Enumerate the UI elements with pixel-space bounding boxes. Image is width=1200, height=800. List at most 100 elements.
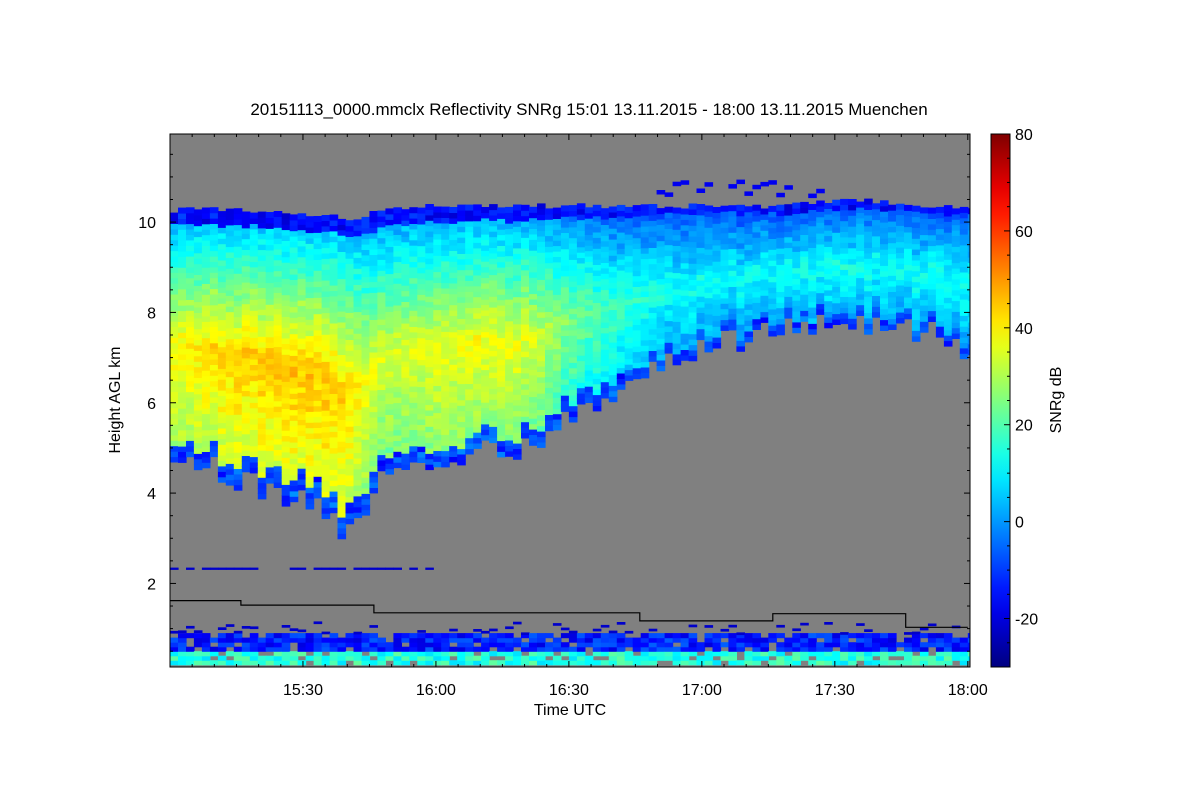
heatmap-cell: [600, 273, 610, 280]
heatmap-cell: [353, 631, 363, 635]
heatmap-cell: [584, 299, 594, 306]
heatmap-cell: [808, 258, 817, 265]
heatmap-cell: [935, 293, 945, 300]
heatmap-cell: [401, 415, 410, 422]
heatmap-cell: [345, 518, 355, 525]
heatmap-cell: [513, 378, 522, 384]
heatmap-cell: [664, 304, 674, 311]
heatmap-cell: [896, 209, 905, 216]
heatmap-cell: [552, 332, 562, 339]
heatmap-cell: [792, 202, 801, 209]
heatmap-cell: [592, 231, 602, 238]
heatmap-cell: [377, 422, 386, 428]
heatmap-cell: [576, 376, 586, 383]
heatmap-cell: [377, 389, 386, 396]
heatmap-cell: [616, 270, 626, 276]
heatmap-cell: [537, 257, 546, 264]
heatmap-cell: [919, 294, 929, 301]
heatmap-cell: [584, 245, 594, 252]
heatmap-cell: [537, 441, 546, 448]
heatmap-cell: [457, 388, 466, 395]
heatmap-cell: [449, 234, 458, 241]
heatmap-cell: [584, 375, 594, 382]
heatmap-cell: [497, 261, 506, 268]
heatmap-cell: [529, 407, 538, 414]
heatmap-cell: [664, 255, 674, 262]
heatmap-cell: [513, 660, 522, 666]
heatmap-cell: [832, 216, 841, 222]
heatmap-cell: [417, 386, 426, 393]
heatmap-cell: [584, 315, 594, 322]
heatmap-cell: [449, 660, 458, 666]
heatmap-cell: [345, 355, 355, 362]
heatmap-cell: [720, 243, 730, 250]
heatmap-cell: [313, 335, 323, 342]
heatmap-cell: [473, 236, 482, 243]
heatmap-cell: [927, 218, 937, 225]
heatmap-cell: [417, 637, 426, 643]
heatmap-cell: [927, 288, 937, 295]
heatmap-cell: [552, 272, 562, 279]
heatmap-cell: [417, 207, 426, 214]
heatmap-cell: [241, 385, 251, 391]
heatmap-cell: [560, 324, 570, 331]
heatmap-cell: [864, 307, 873, 313]
heatmap-cell: [545, 365, 554, 372]
heatmap-cell: [353, 371, 363, 378]
heatmap-cell: [545, 419, 554, 426]
heatmap-cell: [281, 370, 291, 377]
heatmap-cell: [489, 660, 498, 666]
heatmap-cell: [441, 212, 450, 218]
heatmap-cell: [592, 302, 602, 309]
heatmap-cell: [489, 225, 498, 232]
heatmap-cell: [840, 253, 849, 260]
heatmap-cell: [353, 457, 363, 464]
heatmap-cell: [608, 255, 618, 262]
heatmap-cell: [640, 323, 650, 330]
heatmap-cell: [433, 385, 442, 392]
heatmap-cell: [888, 318, 897, 325]
heatmap-cell: [481, 434, 490, 441]
heatmap-cell: [353, 430, 363, 437]
heatmap-cell: [545, 268, 554, 274]
heatmap-cell: [768, 249, 777, 256]
heatmap-cell: [385, 354, 394, 361]
heatmap-cell: [313, 286, 323, 293]
heatmap-cell: [824, 278, 833, 285]
heatmap-cell: [337, 218, 347, 225]
heatmap-cell: [608, 630, 618, 634]
heatmap-cell: [935, 244, 945, 251]
heatmap-cell: [353, 409, 363, 416]
heatmap-cell: [417, 413, 426, 420]
heatmap-cell: [840, 307, 849, 314]
heatmap-cell: [321, 372, 331, 379]
heatmap-cell: [241, 637, 251, 643]
heatmap-cell: [401, 361, 410, 367]
heatmap-cell: [297, 218, 307, 225]
heatmap-cell: [361, 265, 371, 272]
heatmap-cell: [178, 359, 187, 366]
heatmap-cell: [353, 311, 363, 318]
heatmap-cell: [289, 393, 299, 400]
heatmap-cell: [808, 642, 817, 648]
heatmap-cell: [481, 391, 490, 398]
heatmap-cell: [257, 320, 267, 326]
heatmap-cell: [178, 267, 187, 274]
heatmap-cell: [393, 375, 402, 382]
heatmap-cell: [616, 367, 626, 374]
heatmap-cell: [696, 285, 706, 292]
heatmap-cell: [345, 371, 355, 378]
heatmap-cell: [281, 256, 291, 263]
heatmap-cell: [337, 235, 347, 242]
heatmap-cell: [305, 362, 315, 369]
heatmap-cell: [712, 217, 722, 224]
heatmap-cell: [505, 391, 514, 398]
heatmap-cell: [927, 316, 937, 322]
heatmap-cell: [337, 224, 347, 231]
heatmap-cell: [959, 266, 969, 273]
heatmap-cell: [241, 444, 251, 451]
heatmap-cell: [393, 250, 402, 257]
heatmap-cell: [768, 265, 777, 272]
heatmap-cell: [337, 462, 347, 469]
heatmap-cell: [552, 245, 562, 252]
